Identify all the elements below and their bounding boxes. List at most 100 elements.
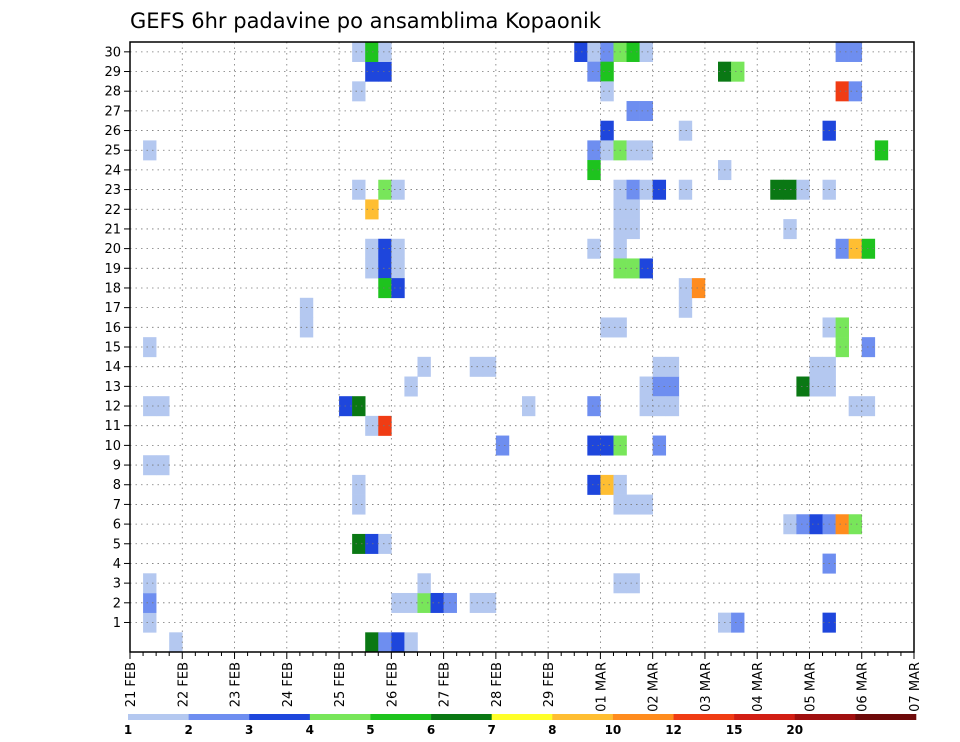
legend-swatch [370, 714, 432, 720]
precip-cell [352, 179, 366, 200]
precip-cell [848, 81, 863, 102]
precip-cell [626, 179, 640, 200]
precip-cell [143, 140, 157, 161]
precip-cell [482, 356, 497, 377]
precip-cell [809, 376, 823, 397]
legend-label: 5 [366, 723, 374, 737]
precip-cell [809, 514, 823, 535]
legend-swatch [491, 714, 553, 720]
precip-cell [600, 140, 614, 161]
precip-cell [417, 356, 431, 377]
precip-cell [391, 258, 405, 279]
legend-swatch [734, 714, 796, 720]
legend-swatch [431, 714, 492, 720]
precip-cell [469, 592, 484, 613]
precip-cell [639, 494, 653, 515]
x-tick-label: 25 FEB [333, 662, 348, 707]
y-tick-label: 13 [104, 380, 121, 395]
precip-cell [848, 514, 863, 535]
precip-cell [365, 533, 379, 554]
legend-swatch [309, 714, 371, 720]
precip-cell [404, 632, 418, 653]
x-tick-label: 06 MAR [856, 662, 871, 712]
precip-cell [365, 42, 379, 62]
legend-label: 4 [306, 723, 314, 737]
legend-label: 6 [427, 723, 435, 737]
color-legend: 1 2 3 4 5 6 7 8 10 12 15 20 [124, 714, 917, 737]
precip-cell [378, 61, 392, 82]
precip-cell [143, 455, 157, 476]
precip-cell [731, 612, 745, 633]
precip-cell [352, 474, 366, 495]
x-tick-label: 03 MAR [699, 662, 714, 712]
precip-cell [796, 376, 810, 397]
precip-cell [378, 533, 392, 554]
x-tick-label: 29 FEB [542, 662, 557, 707]
y-tick-label: 8 [113, 478, 121, 493]
precip-cell [587, 238, 601, 259]
precip-cell [391, 592, 405, 613]
legend-swatch [855, 714, 917, 720]
precip-cell [365, 632, 379, 653]
precip-cell [626, 494, 640, 515]
legend-label: 12 [665, 723, 682, 737]
precip-cell [848, 238, 863, 259]
precip-cell [678, 278, 693, 299]
precip-cell [495, 435, 510, 456]
precip-cell [626, 101, 640, 122]
precip-cell [352, 396, 366, 417]
precip-cell [600, 317, 614, 338]
y-tick-label: 15 [104, 341, 121, 356]
precip-cell [639, 140, 653, 161]
y-tick-label: 5 [113, 537, 121, 552]
y-tick-label: 19 [104, 262, 121, 277]
x-tick-label: 01 MAR [594, 662, 609, 712]
precip-cell [665, 356, 680, 377]
grid-layer [130, 42, 914, 652]
legend-label: 1 [124, 723, 132, 737]
precip-cell [835, 81, 849, 102]
x-tick-label: 27 FEB [438, 662, 453, 707]
legend-label: 2 [184, 723, 192, 737]
precip-cell [848, 396, 863, 417]
precip-cell [365, 61, 379, 82]
y-tick-label: 4 [113, 557, 121, 572]
chart-title: GEFS 6hr padavine po ansamblima Kopaonik [130, 9, 602, 33]
precip-cell [143, 592, 157, 613]
precip-cell [365, 238, 379, 259]
precip-cell [156, 455, 170, 476]
legend-label: 3 [245, 723, 253, 737]
precip-cell [587, 42, 601, 62]
y-tick-label: 22 [104, 203, 121, 218]
precip-cell [587, 435, 601, 456]
precip-cell [378, 278, 392, 299]
legend-swatch [188, 714, 250, 720]
precip-cell [482, 592, 497, 613]
precip-cell [770, 179, 784, 200]
precip-cell [169, 632, 183, 653]
precip-cell [626, 42, 640, 62]
precip-cell [639, 396, 653, 417]
precip-cell [587, 160, 601, 181]
y-tick-label: 9 [113, 459, 121, 474]
precip-cell [352, 42, 366, 62]
x-tick-label: 02 MAR [647, 662, 662, 712]
legend-swatch [249, 714, 311, 720]
precip-cell [796, 179, 810, 200]
precip-cell [365, 415, 379, 436]
precip-cell [391, 238, 405, 259]
x-tick-label: 04 MAR [751, 662, 766, 712]
precip-cell [626, 573, 640, 594]
legend-label: 7 [488, 723, 496, 737]
y-tick-label: 27 [104, 104, 121, 119]
x-axis: 21 FEB 22 FEB 23 FEB 24 FEB 25 FEB 26 FEB 27 F… [124, 652, 923, 712]
x-tick-label: 23 FEB [229, 662, 244, 707]
precip-cell [365, 199, 379, 220]
y-tick-label: 3 [113, 577, 121, 592]
y-tick-label: 26 [104, 124, 121, 139]
precip-cell [143, 612, 157, 633]
precip-cell [600, 120, 614, 141]
y-tick-label: 24 [104, 163, 121, 178]
y-tick-label: 10 [104, 439, 121, 454]
precip-cell [469, 356, 484, 377]
